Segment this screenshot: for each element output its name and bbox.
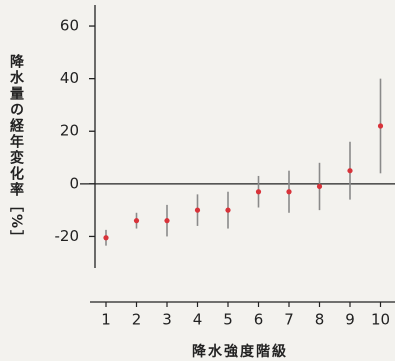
point — [255, 189, 262, 195]
point — [347, 168, 353, 174]
point — [316, 183, 323, 190]
y-tick-label: 20 — [60, 122, 79, 140]
x-tick-label: 4 — [193, 311, 203, 329]
y-tick-label: -20 — [55, 227, 80, 245]
point — [103, 235, 109, 241]
x-tick-label: 7 — [284, 311, 294, 329]
y-tick-label: 60 — [60, 17, 79, 35]
point — [286, 189, 292, 195]
x-tick-label: 8 — [315, 311, 325, 329]
x-tick-label: 3 — [162, 311, 172, 329]
point — [133, 218, 140, 224]
x-tick-label: 2 — [132, 311, 142, 329]
y-axis-label: 降水量の経年変化率［%］ — [8, 53, 24, 246]
x-tick-label: 9 — [345, 311, 355, 329]
point — [164, 218, 170, 224]
y-tick-label: 0 — [69, 174, 79, 192]
point — [225, 207, 231, 213]
x-tick-label: 5 — [223, 311, 233, 329]
point — [377, 123, 384, 129]
x-tick-label: 6 — [254, 311, 264, 329]
x-tick-label: 10 — [371, 311, 390, 329]
x-tick-label: 1 — [101, 311, 111, 329]
y-tick-label: 40 — [60, 69, 79, 87]
x-axis-label: 降水強度階級 — [192, 343, 288, 360]
point — [194, 207, 201, 213]
